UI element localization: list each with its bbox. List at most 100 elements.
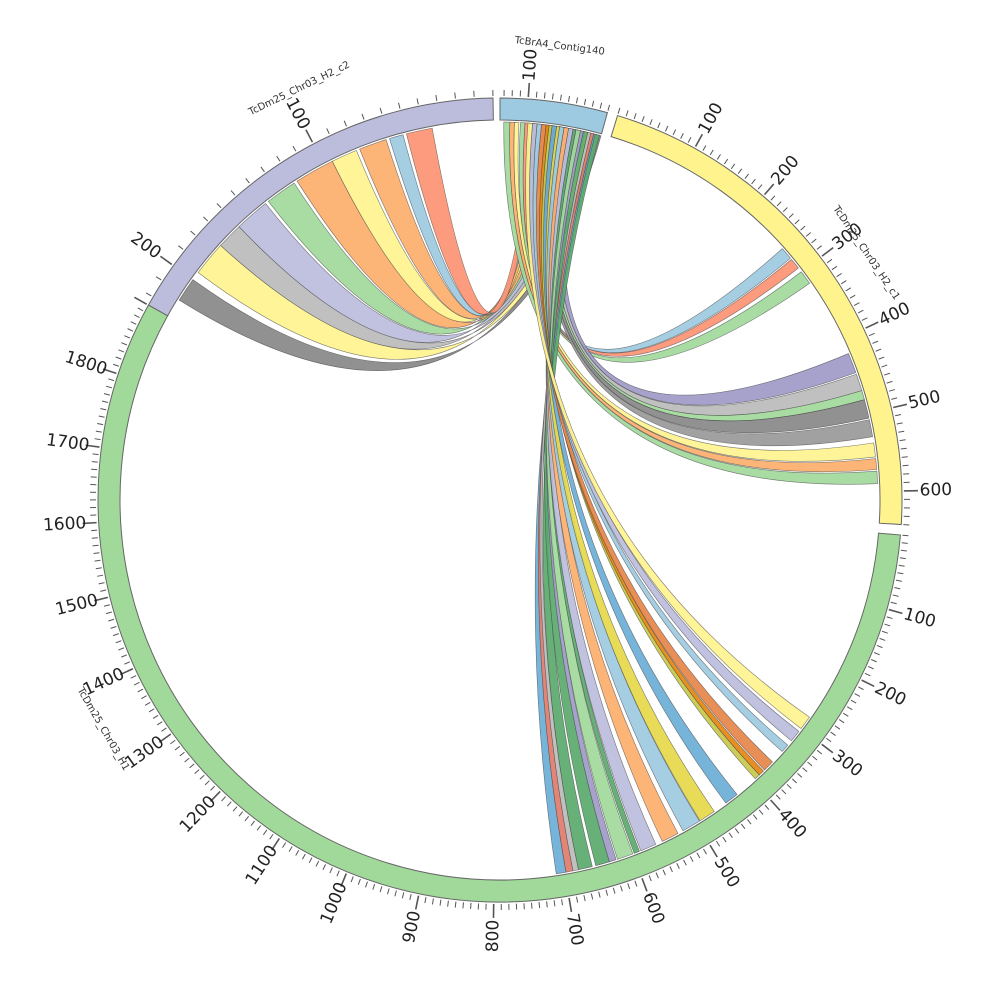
minor-tick bbox=[553, 900, 556, 907]
minor-tick bbox=[825, 737, 832, 743]
minor-tick bbox=[204, 780, 210, 786]
tick-label: 1600 bbox=[43, 513, 87, 535]
major-tick bbox=[119, 667, 134, 676]
minor-tick bbox=[108, 618, 115, 622]
minor-tick bbox=[379, 886, 383, 893]
minor-tick bbox=[812, 755, 818, 761]
minor-tick bbox=[657, 122, 661, 129]
tick-label: 1700 bbox=[45, 430, 91, 455]
minor-tick bbox=[216, 203, 222, 209]
minor-tick bbox=[872, 340, 879, 344]
minor-tick bbox=[902, 534, 909, 537]
minor-tick bbox=[133, 681, 140, 686]
minor-tick bbox=[92, 544, 99, 547]
minor-tick bbox=[888, 389, 895, 392]
minor-tick bbox=[326, 128, 330, 135]
minor-tick bbox=[591, 100, 595, 107]
minor-tick bbox=[561, 899, 563, 906]
minor-tick bbox=[336, 870, 340, 877]
minor-tick bbox=[221, 796, 227, 802]
minor-tick bbox=[93, 552, 100, 555]
minor-tick bbox=[836, 272, 842, 278]
tick-label: 700 bbox=[562, 912, 587, 947]
minor-tick bbox=[98, 582, 105, 585]
minor-tick bbox=[807, 761, 813, 767]
minor-tick bbox=[238, 811, 244, 817]
minor-tick bbox=[118, 349, 125, 353]
minor-tick bbox=[723, 158, 729, 165]
minor-tick bbox=[398, 102, 401, 109]
minor-tick bbox=[256, 825, 262, 831]
minor-tick bbox=[881, 630, 888, 634]
major-tick bbox=[893, 403, 908, 409]
minor-tick bbox=[184, 757, 190, 763]
minor-tick bbox=[746, 819, 752, 825]
minor-tick bbox=[737, 168, 743, 174]
minor-tick bbox=[672, 129, 677, 136]
minor-tick bbox=[669, 866, 673, 873]
major-tick bbox=[134, 296, 148, 305]
minor-tick bbox=[781, 789, 787, 795]
ticks-layer bbox=[82, 82, 918, 918]
minor-tick bbox=[900, 549, 907, 552]
minor-tick bbox=[462, 902, 464, 909]
minor-tick bbox=[538, 902, 541, 909]
minor-tick bbox=[687, 136, 692, 143]
minor-tick bbox=[189, 763, 195, 769]
minor-tick bbox=[178, 245, 184, 250]
minor-tick bbox=[288, 846, 293, 852]
tick-label: 500 bbox=[906, 387, 942, 414]
minor-tick bbox=[409, 893, 412, 901]
minor-tick bbox=[559, 94, 562, 101]
minor-tick bbox=[97, 574, 104, 577]
major-tick bbox=[861, 679, 875, 688]
minor-tick bbox=[575, 97, 579, 104]
major-tick bbox=[527, 82, 531, 98]
major-tick bbox=[770, 799, 781, 811]
tick-label: 600 bbox=[919, 480, 952, 501]
minor-tick bbox=[179, 751, 185, 757]
minor-tick bbox=[546, 901, 548, 908]
minor-tick bbox=[873, 652, 880, 656]
minor-tick bbox=[850, 699, 857, 704]
minor-tick bbox=[91, 461, 98, 463]
minor-tick bbox=[598, 891, 601, 898]
minor-tick bbox=[295, 850, 300, 856]
minor-tick bbox=[849, 294, 856, 299]
minor-tick bbox=[357, 878, 361, 885]
minor-tick bbox=[649, 119, 653, 126]
links-layer bbox=[178, 121, 878, 875]
minor-tick bbox=[816, 245, 822, 250]
minor-tick bbox=[210, 785, 216, 791]
minor-tick bbox=[98, 415, 105, 418]
minor-tick bbox=[361, 113, 365, 120]
minor-tick bbox=[696, 852, 701, 859]
tick-label: 200 bbox=[767, 152, 803, 190]
major-tick bbox=[159, 255, 173, 266]
minor-tick bbox=[664, 125, 669, 132]
minor-tick bbox=[100, 589, 107, 592]
major-tick bbox=[763, 183, 775, 196]
minor-tick bbox=[170, 739, 176, 745]
major-tick bbox=[414, 895, 420, 910]
minor-tick bbox=[439, 899, 442, 906]
minor-tick bbox=[551, 93, 554, 100]
minor-tick bbox=[576, 896, 579, 903]
major-tick bbox=[709, 844, 718, 858]
minor-tick bbox=[702, 145, 707, 151]
tick-label: 500 bbox=[710, 853, 744, 891]
minor-tick bbox=[130, 321, 137, 325]
minor-tick bbox=[607, 104, 611, 111]
minor-tick bbox=[226, 801, 232, 807]
minor-tick bbox=[853, 302, 860, 306]
minor-tick bbox=[857, 686, 864, 691]
minor-tick bbox=[802, 767, 808, 773]
minor-tick bbox=[583, 98, 587, 106]
major-tick bbox=[85, 444, 100, 448]
minor-tick bbox=[826, 258, 833, 264]
minor-tick bbox=[292, 145, 297, 152]
tick-label: 600 bbox=[638, 889, 668, 926]
minor-tick bbox=[112, 363, 119, 367]
minor-tick bbox=[100, 408, 107, 411]
segment-name-H1: TcDm25_Chr03_H1 bbox=[74, 685, 131, 773]
